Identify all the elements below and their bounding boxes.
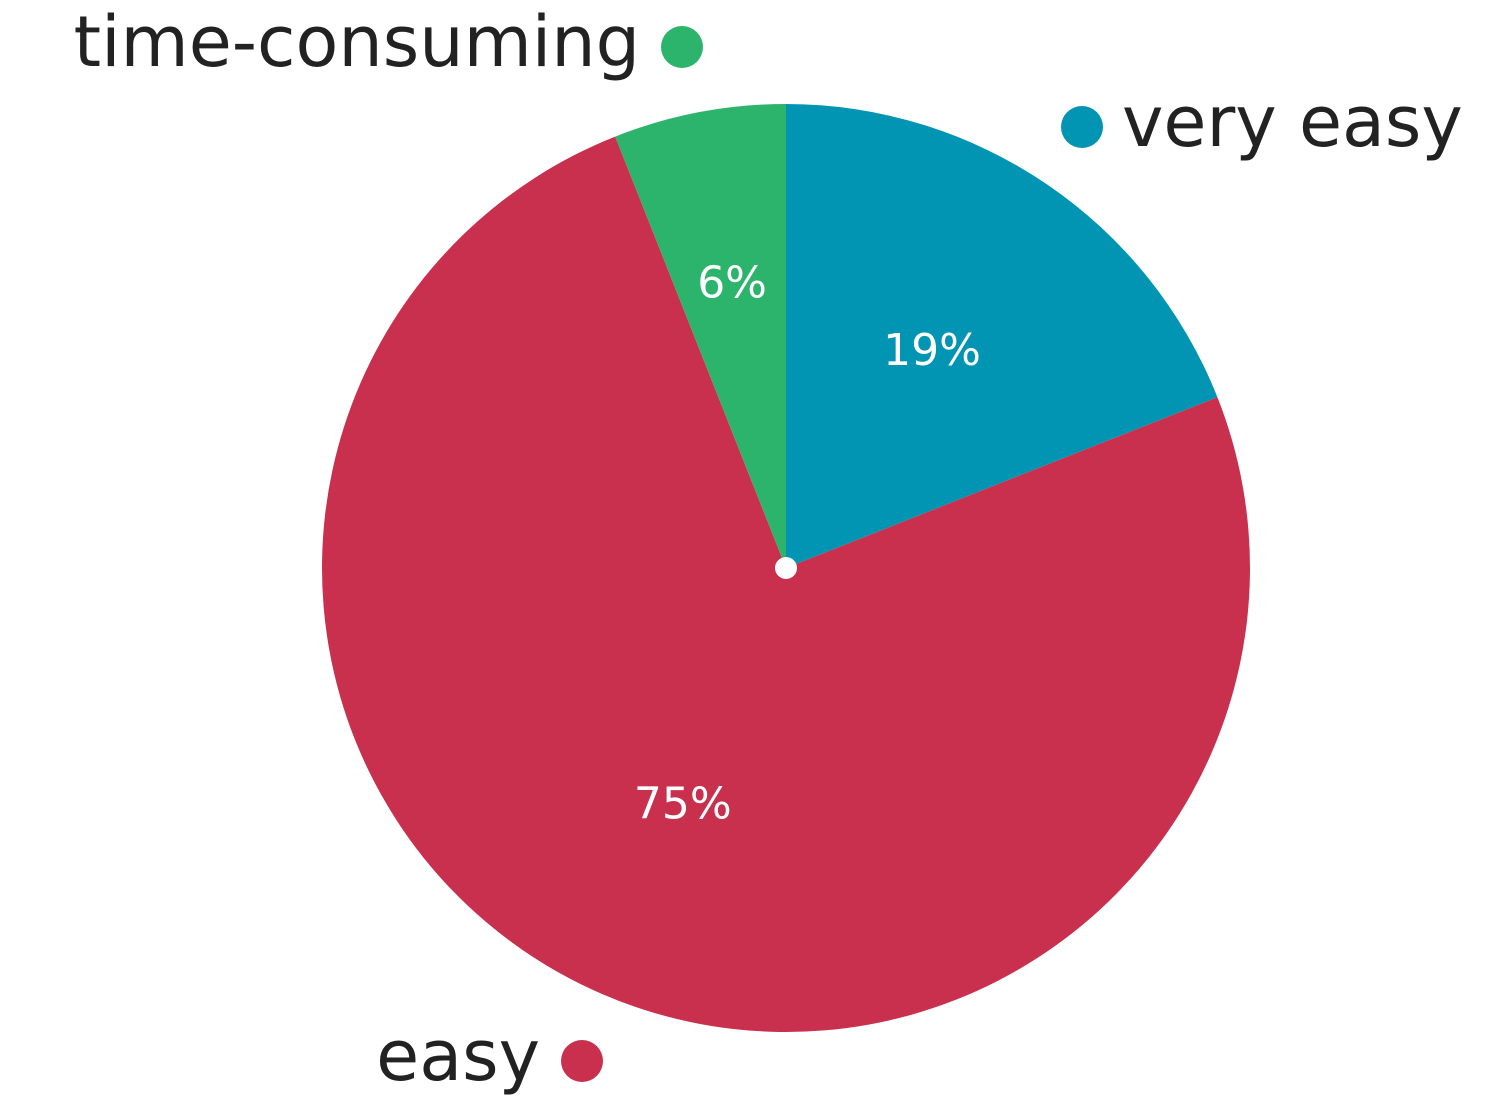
pie-legend: very easy easy time-consuming <box>74 1 1463 1097</box>
slice-value-label-easy: 75% <box>634 778 732 829</box>
pie-slice-time-consuming <box>615 104 786 568</box>
legend-dot-easy <box>561 1040 603 1082</box>
pie-slices <box>321 104 1250 1032</box>
legend-label-easy: easy <box>376 1015 540 1097</box>
pie-slice-very-easy <box>786 104 1218 568</box>
slice-value-labels: 19% 75% 6% <box>634 257 981 829</box>
legend-dot-time-consuming <box>661 26 703 68</box>
pie-slice-easy <box>321 136 1250 1032</box>
pie-center-dot <box>775 557 797 579</box>
slice-value-label-very-easy: 19% <box>883 325 981 376</box>
legend-label-time-consuming: time-consuming <box>74 1 640 83</box>
legend-dot-very-easy <box>1061 106 1103 148</box>
slice-value-label-time-consuming: 6% <box>697 257 767 308</box>
legend-label-very-easy: very easy <box>1122 81 1463 163</box>
